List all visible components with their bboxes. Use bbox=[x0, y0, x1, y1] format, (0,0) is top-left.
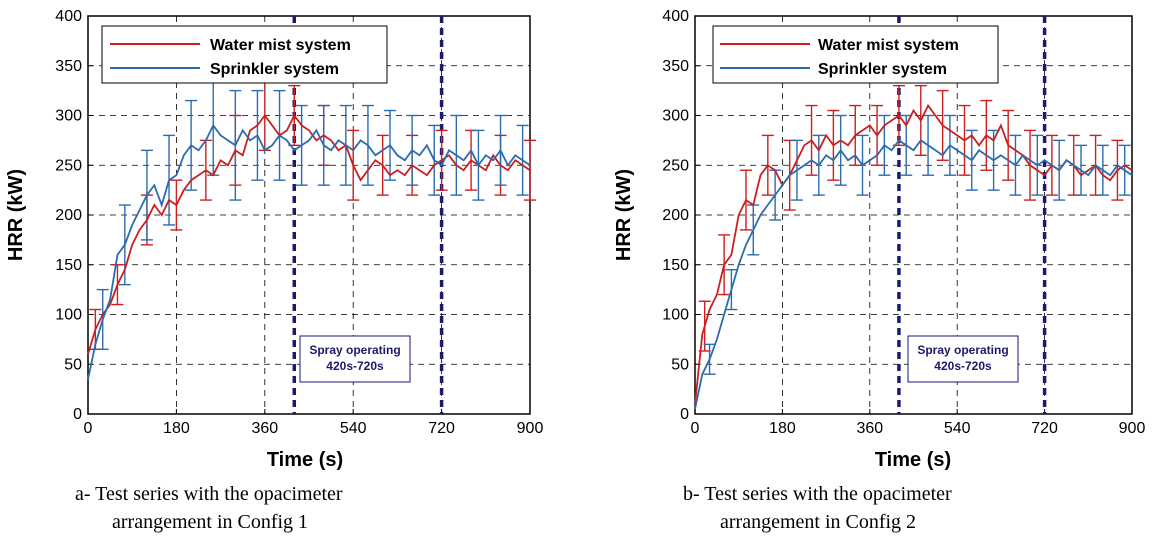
chart-panel-a: 0 50 100 150 200 250 300 350 400 0 180 360 540 720 900… bbox=[5, 8, 543, 533]
legend-label-sprinkler-b: Sprinkler system bbox=[818, 61, 947, 78]
y-axis-label-b: HRR (kW) bbox=[613, 169, 635, 261]
y-tick-label-b: 350 bbox=[662, 58, 689, 75]
y-axis-label-a: HRR (kW) bbox=[5, 169, 27, 261]
annotation-line2-a: 420s-720s bbox=[326, 359, 384, 373]
x-tick-label-a: 720 bbox=[428, 420, 455, 437]
y-tick-label-b: 300 bbox=[662, 108, 689, 125]
x-tick-label-b: 0 bbox=[691, 420, 700, 437]
legend-a: Water mist system Sprinkler system bbox=[101, 25, 388, 84]
caption-line1-a: a- Test series with the opacimeter bbox=[75, 483, 343, 505]
legend-box-a bbox=[101, 25, 388, 84]
tick-labels-b: 0 50 100 150 200 250 300 350 400 0 180 360 540 720 900 bbox=[662, 8, 1145, 437]
series-lines-a bbox=[87, 113, 531, 380]
y-tick-label-a: 200 bbox=[55, 207, 82, 224]
x-axis-label-a: Time (s) bbox=[267, 449, 343, 471]
y-tick-label-b: 100 bbox=[662, 307, 689, 324]
x-tick-label-a: 180 bbox=[163, 420, 190, 437]
series-line-sprinkler-a bbox=[87, 123, 531, 380]
y-tick-label-a: 0 bbox=[73, 406, 82, 423]
y-tick-label-b: 400 bbox=[662, 8, 689, 25]
x-tick-label-b: 540 bbox=[944, 420, 971, 437]
y-tick-label-a: 100 bbox=[55, 307, 82, 324]
x-tick-label-a: 360 bbox=[251, 420, 278, 437]
error-bar-water-mist-a bbox=[524, 139, 536, 201]
series-line-water-mist-a bbox=[87, 113, 531, 355]
y-tick-label-b: 0 bbox=[680, 406, 689, 423]
annotation-line2-b: 420s-720s bbox=[934, 359, 992, 373]
y-tick-label-a: 350 bbox=[55, 58, 82, 75]
x-tick-label-a: 900 bbox=[517, 420, 544, 437]
annotation-box-a bbox=[299, 335, 411, 383]
x-axis-label-b: Time (s) bbox=[875, 449, 951, 471]
annotation-a: Spray operating 420s-720s bbox=[299, 335, 411, 383]
y-tick-label-b: 150 bbox=[662, 257, 689, 274]
y-tick-label-b: 250 bbox=[662, 157, 689, 174]
x-tick-label-b: 180 bbox=[769, 420, 796, 437]
y-tick-label-a: 300 bbox=[55, 108, 82, 125]
error-bars-b bbox=[698, 84, 1131, 375]
legend-label-sprinkler-a: Sprinkler system bbox=[210, 61, 339, 78]
x-tick-label-a: 540 bbox=[340, 420, 367, 437]
annotation-b: Spray operating 420s-720s bbox=[907, 335, 1019, 383]
x-tick-label-b: 360 bbox=[856, 420, 883, 437]
annotation-line1-b: Spray operating bbox=[917, 343, 1008, 357]
y-tick-label-a: 50 bbox=[64, 356, 82, 373]
series-lines-b bbox=[694, 103, 1133, 410]
y-tick-label-a: 150 bbox=[55, 257, 82, 274]
y-tick-label-b: 50 bbox=[671, 356, 689, 373]
y-tick-label-a: 400 bbox=[55, 8, 82, 25]
y-tick-label-a: 250 bbox=[55, 157, 82, 174]
x-tick-label-a: 0 bbox=[84, 420, 93, 437]
legend-b: Water mist system Sprinkler system bbox=[712, 25, 999, 84]
annotation-line1-a: Spray operating bbox=[309, 343, 400, 357]
caption-line2-a: arrangement in Config 1 bbox=[112, 511, 308, 533]
x-tick-label-b: 900 bbox=[1119, 420, 1146, 437]
error-bars-a bbox=[89, 74, 536, 351]
legend-label-water-mist-b: Water mist system bbox=[818, 37, 959, 54]
annotation-box-b bbox=[907, 335, 1019, 383]
y-tick-label-b: 200 bbox=[662, 207, 689, 224]
chart-panel-b: 0 50 100 150 200 250 300 350 400 0 180 360 540 720 900… bbox=[613, 8, 1145, 533]
caption-line1-b: b- Test series with the opacimeter bbox=[683, 483, 952, 505]
caption-line2-b: arrangement in Config 2 bbox=[720, 511, 916, 533]
tick-labels-a: 0 50 100 150 200 250 300 350 400 0 180 360 540 720 900 bbox=[55, 8, 543, 437]
legend-box-b bbox=[712, 25, 999, 84]
legend-label-water-mist-a: Water mist system bbox=[210, 37, 351, 54]
x-tick-label-b: 720 bbox=[1031, 420, 1058, 437]
series-line-sprinkler-b bbox=[694, 139, 1133, 410]
